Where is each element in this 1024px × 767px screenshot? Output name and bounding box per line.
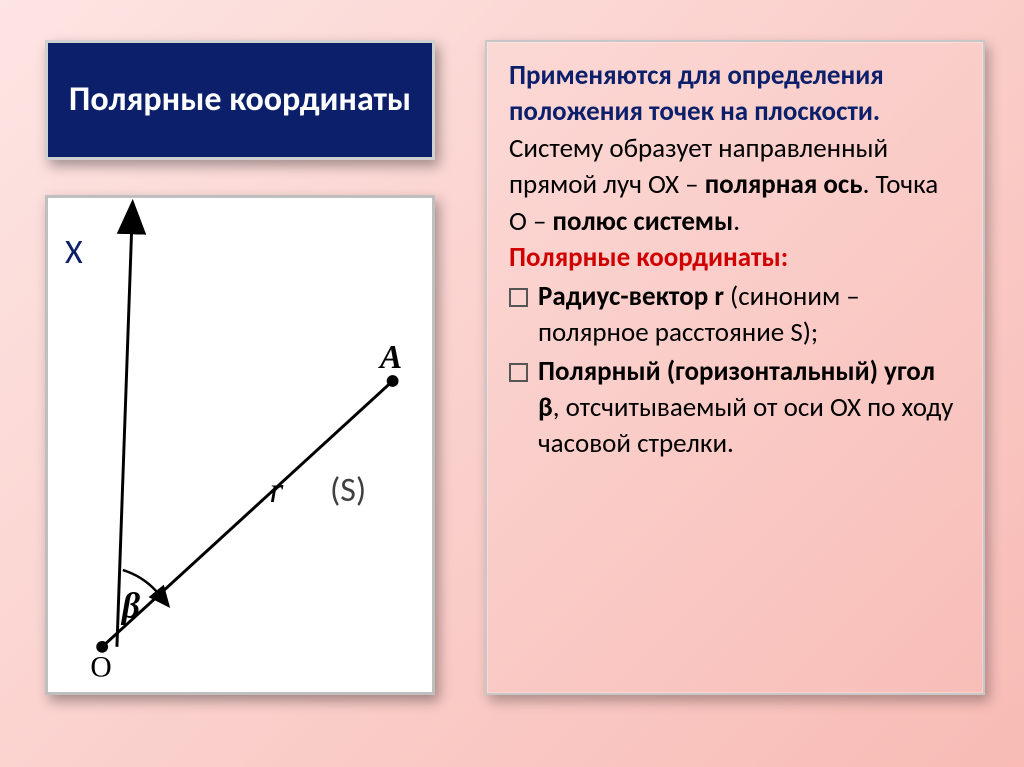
angle-label: β [120, 585, 140, 625]
intro-accent: Применяются для определения положения то… [509, 59, 884, 128]
radius-label: r [270, 470, 284, 510]
axis-line [117, 228, 132, 646]
diagram-box: O A r β [45, 195, 435, 695]
point-a-label: A [378, 339, 402, 376]
origin-label: O [90, 651, 111, 683]
bullet-1-bold: Радиус-вектор r [538, 280, 724, 313]
intro-bold-b: полюс системы [553, 205, 734, 238]
radius-line [102, 381, 392, 647]
description-panel: Применяются для определения положения то… [485, 40, 985, 695]
intro-bold-a: полярная ось [705, 168, 863, 201]
bullet-2: Полярный (горизонтальный) угол β, отсчит… [509, 354, 961, 463]
paragraph-1: Применяются для определения положения то… [509, 58, 961, 240]
bullet-marker-icon [509, 363, 528, 382]
x-axis-overlay-label: X [65, 232, 83, 273]
bullet-marker-icon [509, 288, 528, 307]
polar-diagram: O A r β [48, 198, 432, 692]
bullet-1-text: Радиус-вектор r (синоним – полярное расс… [538, 279, 961, 352]
intro-rest-c: . [733, 205, 740, 238]
title-box: Полярные координаты [45, 40, 435, 160]
bullet-2-rest: , отсчитываемый от оси OX по ходу часово… [538, 391, 953, 460]
bullet-2-text: Полярный (горизонтальный) угол β, отсчит… [538, 354, 961, 463]
s-overlay-label: (S) [330, 470, 366, 511]
point-a [387, 375, 399, 387]
title-text: Полярные координаты [69, 78, 411, 122]
heading-red: Полярные координаты: [509, 240, 961, 276]
bullet-1: Радиус-вектор r (синоним – полярное расс… [509, 279, 961, 352]
